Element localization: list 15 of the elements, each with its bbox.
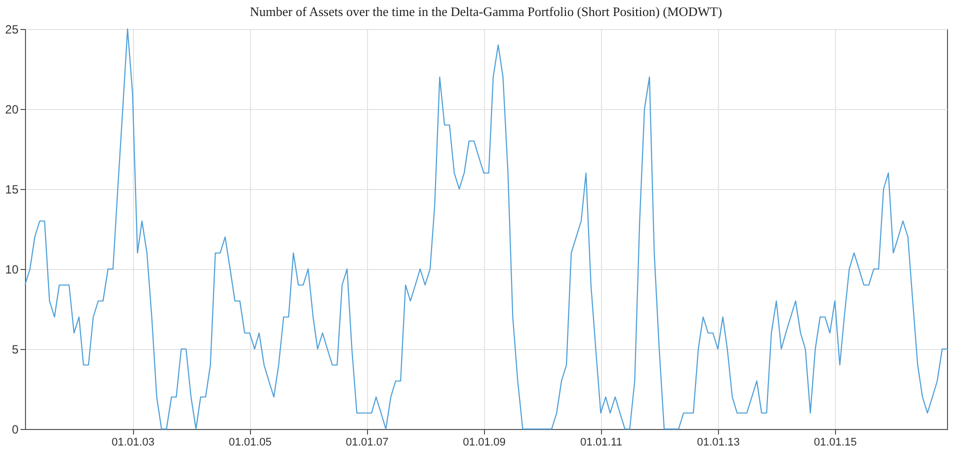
y-tick-label: 0 [12, 422, 19, 436]
x-tick-label: 01.01.03 [112, 436, 154, 448]
y-tick-label: 10 [5, 262, 19, 276]
line-series [24, 28, 948, 430]
x-tick-label: 01.01.09 [462, 436, 506, 448]
chart-title: Number of Assets over the time in the Delta-Gamma Portfolio (Short Position) (MODWT) [250, 4, 722, 19]
x-tick-label: 01.01.15 [814, 436, 857, 448]
y-tick-label: 15 [5, 182, 19, 196]
y-tick-label: 25 [5, 22, 19, 36]
x-tick-label: 01.01.07 [346, 436, 389, 448]
y-tick-label: 20 [5, 102, 19, 116]
x-tick-label: 01.01.05 [228, 436, 272, 448]
y-tick-label: 5 [12, 342, 19, 356]
x-tick-label: 01.01.13 [696, 436, 740, 448]
x-tick-label: 01.01.11 [580, 436, 622, 448]
